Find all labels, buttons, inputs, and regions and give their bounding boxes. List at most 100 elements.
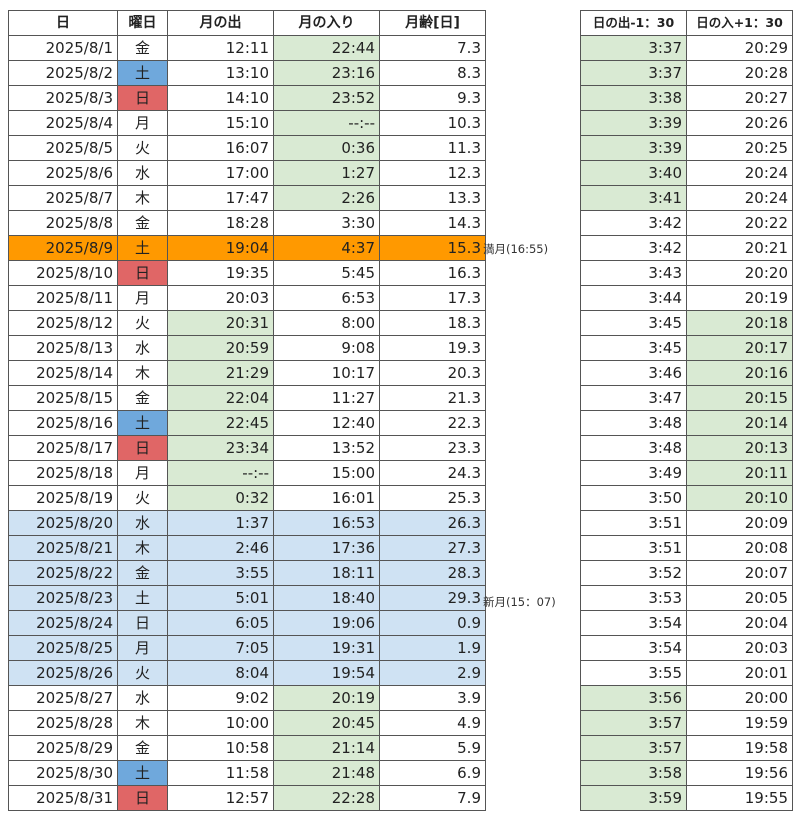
sunset-cell: 20:09 <box>686 510 793 536</box>
sunset-cell: 20:24 <box>686 160 793 186</box>
sunset-cell: 19:59 <box>686 710 793 736</box>
sun-table-row: 3:54 20:04 <box>580 610 793 636</box>
moonset-cell: 20:45 <box>273 710 380 736</box>
moon-age-cell: 2.9 <box>379 660 486 686</box>
moonset-cell: 12:40 <box>273 410 380 436</box>
date-cell: 2025/8/10 <box>8 260 118 286</box>
sunrise-cell: 3:51 <box>580 510 687 536</box>
moonset-cell: 3:30 <box>273 210 380 236</box>
date-cell: 2025/8/3 <box>8 85 118 111</box>
moon-age-cell: 3.9 <box>379 685 486 711</box>
moon-age-cell: 15.3 <box>379 235 486 261</box>
sunrise-cell: 3:56 <box>580 685 687 711</box>
sun-table-row: 3:47 20:15 <box>580 385 793 411</box>
moon-age-cell: 25.3 <box>379 485 486 511</box>
sunset-cell: 19:58 <box>686 735 793 761</box>
moonset-cell: 21:48 <box>273 760 380 786</box>
weekday-cell: 木 <box>117 710 168 736</box>
moon-table: 日 曜日 月の出 月の入り 月齢[日] 2025/8/1 金 12:11 22:44 7… <box>8 10 486 811</box>
weekday-cell: 月 <box>117 285 168 311</box>
weekday-cell: 日 <box>117 260 168 286</box>
weekday-cell: 金 <box>117 210 168 236</box>
moonset-cell: 19:06 <box>273 610 380 636</box>
moonset-cell: 0:36 <box>273 135 380 161</box>
moon-table-row: 2025/8/14 木 21:29 10:17 20.3 <box>8 360 486 386</box>
moon-table-row: 2025/8/3 日 14:10 23:52 9.3 <box>8 85 486 111</box>
moonset-cell: 10:17 <box>273 360 380 386</box>
sun-table-row: 3:49 20:11 <box>580 460 793 486</box>
weekday-cell: 水 <box>117 160 168 186</box>
moon-table-row: 2025/8/10 日 19:35 5:45 16.3 <box>8 260 486 286</box>
moon-table-row: 2025/8/12 火 20:31 8:00 18.3 <box>8 310 486 336</box>
moon-table-row: 2025/8/15 金 22:04 11:27 21.3 <box>8 385 486 411</box>
sunset-cell: 20:13 <box>686 435 793 461</box>
moonset-cell: 19:54 <box>273 660 380 686</box>
moon-table-row: 2025/8/30 土 11:58 21:48 6.9 <box>8 760 486 786</box>
moon-table-row: 2025/8/27 水 9:02 20:19 3.9 <box>8 685 486 711</box>
moonrise-cell: 5:01 <box>167 585 274 611</box>
moon-table-row: 2025/8/1 金 12:11 22:44 7.3 <box>8 35 486 61</box>
moonset-cell: 13:52 <box>273 435 380 461</box>
weekday-cell: 木 <box>117 535 168 561</box>
moonrise-cell: 8:04 <box>167 660 274 686</box>
weekday-cell: 日 <box>117 85 168 111</box>
sun-table-row: 3:54 20:03 <box>580 635 793 661</box>
moon-age-cell: 5.9 <box>379 735 486 761</box>
sun-table-row: 3:40 20:24 <box>580 160 793 186</box>
weekday-cell: 日 <box>117 435 168 461</box>
moonrise-cell: --:-- <box>167 460 274 486</box>
moonrise-cell: 0:32 <box>167 485 274 511</box>
sunset-cell: 20:05 <box>686 585 793 611</box>
moon-age-cell: 23.3 <box>379 435 486 461</box>
weekday-cell: 火 <box>117 485 168 511</box>
sunrise-cell: 3:45 <box>580 335 687 361</box>
sunset-cell: 20:29 <box>686 35 793 61</box>
moonrise-cell: 20:31 <box>167 310 274 336</box>
sunset-cell: 20:04 <box>686 610 793 636</box>
sunset-cell: 20:08 <box>686 535 793 561</box>
sunset-cell: 20:24 <box>686 185 793 211</box>
sunrise-cell: 3:49 <box>580 460 687 486</box>
sunrise-cell: 3:53 <box>580 585 687 611</box>
weekday-cell: 月 <box>117 635 168 661</box>
moonset-cell: 18:11 <box>273 560 380 586</box>
moonset-cell: 18:40 <box>273 585 380 611</box>
date-cell: 2025/8/23 <box>8 585 118 611</box>
sunset-cell: 20:01 <box>686 660 793 686</box>
date-cell: 2025/8/21 <box>8 535 118 561</box>
moon-age-cell: 7.9 <box>379 785 486 811</box>
moonrise-cell: 23:34 <box>167 435 274 461</box>
sun-table-row: 3:56 20:00 <box>580 685 793 711</box>
sun-table-row: 3:37 20:28 <box>580 60 793 86</box>
moon-age-cell: 28.3 <box>379 560 486 586</box>
sun-table-row: 3:39 20:26 <box>580 110 793 136</box>
moon-age-cell: 12.3 <box>379 160 486 186</box>
weekday-cell: 金 <box>117 385 168 411</box>
weekday-cell: 日 <box>117 610 168 636</box>
sunrise-cell: 3:52 <box>580 560 687 586</box>
moon-age-cell: 13.3 <box>379 185 486 211</box>
sun-table-row: 3:57 19:58 <box>580 735 793 761</box>
date-cell: 2025/8/1 <box>8 35 118 61</box>
sunset-cell: 20:03 <box>686 635 793 661</box>
moon-table-row: 2025/8/22 金 3:55 18:11 28.3 <box>8 560 486 586</box>
moonrise-cell: 12:57 <box>167 785 274 811</box>
moonrise-cell: 7:05 <box>167 635 274 661</box>
sunrise-cell: 3:37 <box>580 35 687 61</box>
weekday-cell: 金 <box>117 560 168 586</box>
full-moon-note: 満月(16:55) <box>483 242 549 256</box>
moon-table-row: 2025/8/19 火 0:32 16:01 25.3 <box>8 485 486 511</box>
date-cell: 2025/8/15 <box>8 385 118 411</box>
weekday-cell: 土 <box>117 410 168 436</box>
moon-age-cell: 19.3 <box>379 335 486 361</box>
sunrise-cell: 3:43 <box>580 260 687 286</box>
moon-age-cell: 22.3 <box>379 410 486 436</box>
moon-table-row: 2025/8/6 水 17:00 1:27 12.3 <box>8 160 486 186</box>
weekday-cell: 水 <box>117 685 168 711</box>
date-cell: 2025/8/24 <box>8 610 118 636</box>
weekday-cell: 水 <box>117 510 168 536</box>
moonrise-cell: 16:07 <box>167 135 274 161</box>
date-cell: 2025/8/5 <box>8 135 118 161</box>
moonrise-cell: 1:37 <box>167 510 274 536</box>
sunrise-cell: 3:44 <box>580 285 687 311</box>
